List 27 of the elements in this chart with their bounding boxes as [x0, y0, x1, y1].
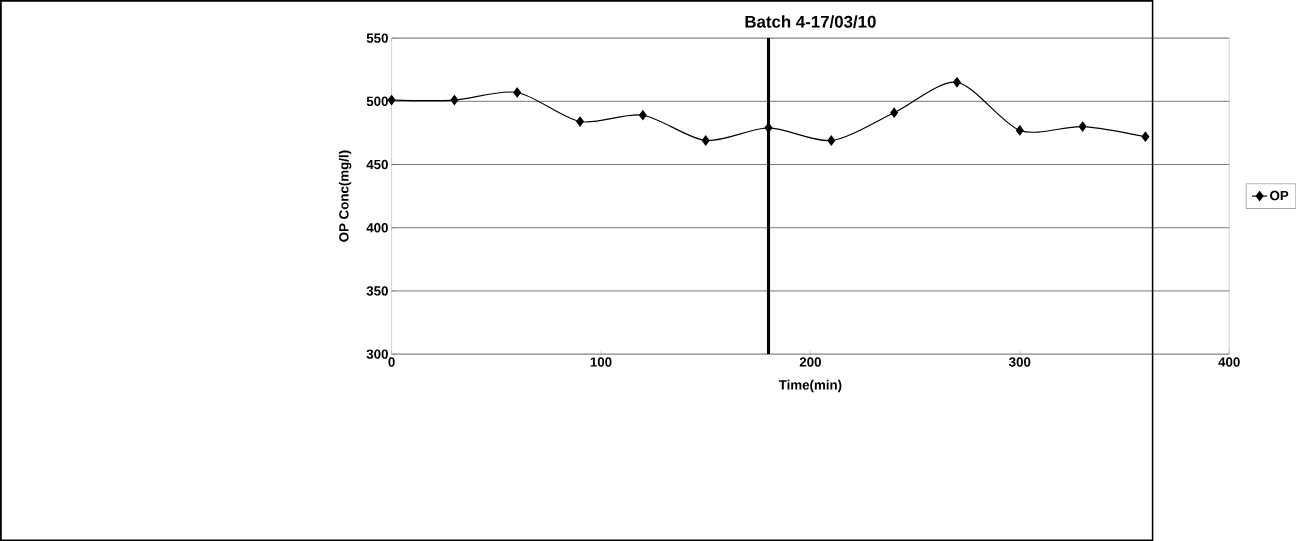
x-tick-label: 200 [799, 357, 821, 367]
chart-title: Batch 4-17/03/10 [745, 15, 876, 28]
point [450, 94, 459, 105]
point [576, 116, 584, 127]
y-tick-label: 350 [366, 286, 388, 296]
point [827, 135, 836, 146]
point [1015, 125, 1024, 136]
legend-label: OP [1270, 190, 1289, 201]
point [1141, 131, 1150, 142]
point [387, 94, 396, 105]
y-tick-label: 300 [366, 349, 388, 359]
point [953, 77, 961, 88]
y-tick-label: 450 [366, 159, 388, 170]
y-axis-title: OP Conc(mg/l) [338, 150, 352, 242]
point [701, 135, 710, 146]
point [1078, 121, 1087, 132]
point [638, 110, 647, 121]
x-tick-label: 300 [1009, 357, 1031, 367]
y-tick-label: 500 [366, 96, 388, 106]
y-tick-label: 550 [366, 33, 388, 43]
x-tick-label: 0 [388, 357, 395, 367]
y-tick-label: 400 [366, 222, 388, 233]
x-tick-label: 400 [1218, 357, 1240, 367]
point [513, 87, 522, 98]
x-tick-label: 100 [590, 357, 612, 367]
point [890, 107, 899, 118]
x-axis-title: Time(min) [778, 379, 842, 393]
